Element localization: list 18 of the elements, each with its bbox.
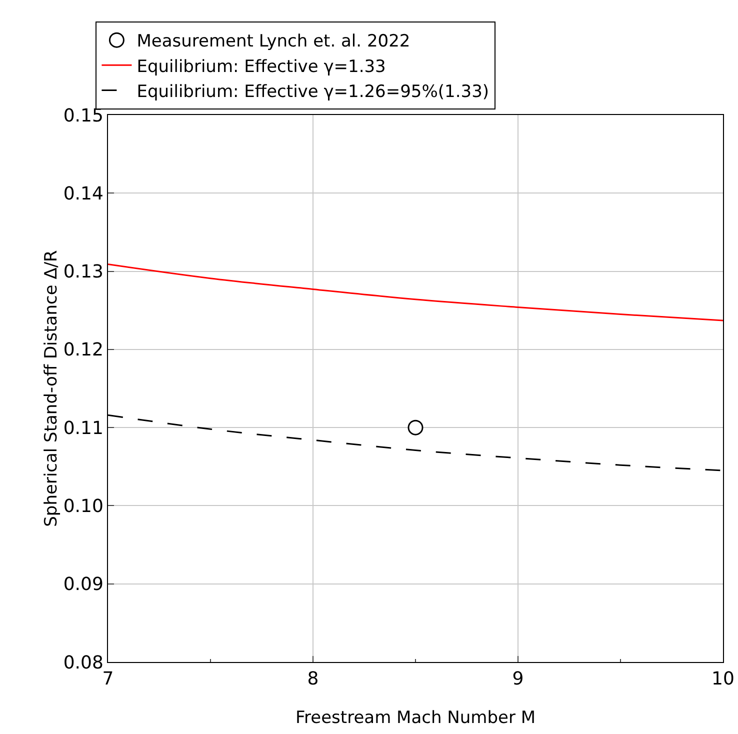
line-series — [108, 264, 723, 322]
y-tick-label: 0.13 — [63, 262, 104, 283]
legend-label: Equilibrium: Effective γ=1.26=95%(1.33) — [136, 82, 490, 102]
y-tick-label: 0.08 — [63, 652, 104, 674]
y-tick-label: 0.14 — [63, 183, 104, 204]
legend-label: Measurement Lynch et. al. 2022 — [136, 32, 410, 52]
x-tick-label: 7 — [102, 668, 114, 690]
y-tick-label: 0.09 — [63, 574, 104, 596]
x-tick-label: 10 — [712, 668, 734, 690]
y-tick-label: 0.15 — [63, 105, 104, 126]
y-tick-label: 0.12 — [63, 340, 104, 361]
legend-label: Equilibrium: Effective γ=1.33 — [136, 56, 386, 77]
y-tick-label: 0.10 — [63, 496, 104, 518]
x-tick-label: 9 — [512, 668, 524, 690]
y-tick-label: 0.11 — [63, 418, 104, 439]
x-tick-label: 8 — [307, 668, 319, 690]
x-axis-title: Freestream Mach Number M — [295, 708, 536, 728]
y-axis-title: Spherical Stand-off Distance Δ/R — [41, 250, 62, 527]
